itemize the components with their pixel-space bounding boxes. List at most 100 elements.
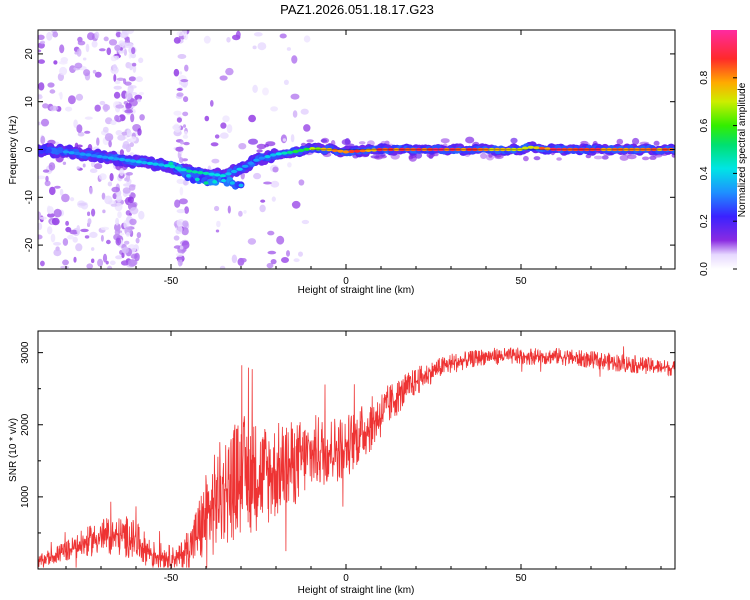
noise-blob	[300, 108, 309, 115]
colorbar-tick-label: 0.4	[699, 166, 710, 180]
ridge-core	[342, 150, 350, 154]
noise-blob	[138, 210, 145, 220]
ridge-core	[544, 147, 551, 151]
noise-blob	[203, 35, 211, 44]
ridge-core	[169, 165, 176, 169]
noise-blob	[110, 203, 118, 207]
noise-blob	[108, 39, 118, 46]
branch-core	[221, 178, 226, 183]
noise-blob	[219, 265, 226, 269]
noise-blob	[173, 68, 180, 77]
noise-blob	[257, 42, 267, 51]
ridge-core	[225, 172, 232, 176]
ridge-core	[130, 159, 137, 163]
noise-blob	[115, 104, 125, 109]
noise-blob	[176, 88, 183, 91]
colorbar-tick-label: 0.6	[699, 118, 710, 132]
noise-blob	[82, 163, 86, 168]
ridge-core	[180, 168, 187, 172]
noise-blob	[76, 48, 82, 57]
noise-blob	[282, 138, 287, 142]
ridge-core	[281, 151, 288, 155]
noise-blob	[103, 36, 109, 42]
noise-blob	[179, 245, 184, 250]
noise-blob	[59, 188, 64, 196]
noise-blob	[176, 92, 184, 97]
noise-blob	[114, 44, 121, 52]
x-tick-label: 0	[343, 573, 349, 584]
ridge-core	[270, 153, 277, 157]
noise-blob	[67, 234, 74, 240]
noise-blob	[87, 218, 92, 225]
noise-blob	[480, 152, 487, 159]
noise-blob	[46, 31, 53, 41]
noise-blob	[94, 104, 101, 112]
ridge-core	[141, 161, 148, 165]
snr-y-label: SNR (10 * v/v)	[8, 418, 19, 482]
noise-blob	[293, 258, 300, 263]
noise-blob	[253, 172, 262, 180]
noise-blob	[222, 115, 230, 123]
noise-blob	[89, 187, 93, 195]
noise-blob	[99, 100, 106, 106]
noise-blob	[84, 116, 93, 120]
noise-blob	[49, 186, 56, 196]
ridge-core	[102, 155, 109, 159]
noise-blob	[115, 237, 122, 246]
noise-blob	[184, 130, 188, 136]
colorbar-gradient	[711, 30, 737, 269]
noise-blob	[123, 78, 127, 85]
ridge-core	[62, 150, 70, 154]
noise-blob	[65, 220, 69, 226]
noise-blob	[38, 94, 43, 100]
noise-blob	[281, 257, 289, 263]
snr-x-label: Height of straight line (km)	[298, 585, 415, 596]
noise-blob	[53, 208, 62, 218]
noise-blob	[75, 93, 84, 101]
ridge-core	[253, 158, 260, 162]
noise-blob	[82, 57, 87, 61]
noise-blob	[48, 162, 56, 171]
noise-blob	[180, 79, 189, 83]
noise-blob	[47, 206, 54, 215]
noise-blob	[627, 154, 637, 160]
noise-blob	[298, 251, 303, 257]
noise-blob	[227, 205, 231, 214]
noise-blob	[100, 226, 110, 231]
noise-blob	[320, 139, 328, 143]
noise-blob	[183, 124, 186, 128]
noise-blob	[84, 130, 91, 134]
noise-blob	[182, 134, 189, 139]
y-tick-label: 1000	[20, 485, 31, 508]
noise-blob	[642, 156, 650, 161]
noise-blob	[259, 204, 266, 213]
ridge-core	[236, 167, 243, 171]
noise-blob	[214, 205, 220, 212]
noise-blob	[440, 138, 450, 144]
noise-blob	[272, 166, 279, 173]
ridge-core	[51, 149, 58, 153]
colorbar-tick-label: 0.2	[699, 214, 710, 228]
branch-core	[186, 174, 191, 178]
noise-blob	[42, 103, 49, 109]
ridge-core	[68, 151, 75, 155]
noise-blob	[130, 113, 135, 123]
noise-blob	[105, 260, 109, 265]
noise-blob	[58, 92, 62, 96]
noise-blob	[632, 137, 640, 145]
noise-blob	[247, 238, 257, 245]
branch-core	[194, 177, 200, 182]
snr-frame	[37, 330, 676, 570]
ridge-core	[135, 160, 142, 164]
noise-blob	[38, 121, 41, 126]
noise-blob	[231, 254, 238, 264]
x-tick-label: -50	[164, 573, 179, 584]
noise-blob	[42, 169, 50, 173]
snr-y-ticks: 1000 2000 3000	[20, 341, 675, 534]
noise-blob	[183, 96, 189, 103]
noise-blob	[183, 33, 188, 41]
noise-blob	[114, 80, 121, 85]
noise-blob	[176, 209, 185, 214]
noise-blob	[109, 260, 116, 266]
noise-blob	[38, 49, 42, 53]
